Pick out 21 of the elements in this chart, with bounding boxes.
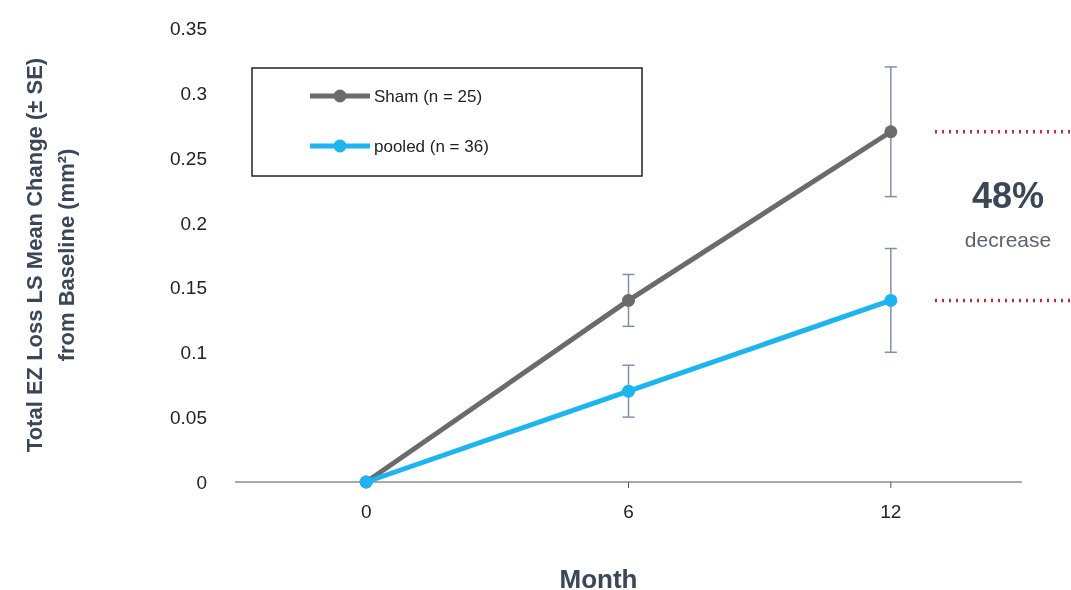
y-tick-label: 0.35	[170, 18, 207, 39]
point	[884, 125, 898, 139]
x-tick-label: 6	[623, 501, 634, 522]
point	[884, 293, 898, 307]
y-tick-label: 0.1	[180, 342, 207, 364]
legend-label: Sham (n = 25)	[374, 87, 483, 106]
y-tick-label: 0.05	[170, 407, 207, 429]
y-tick-label: 0.2	[180, 212, 207, 234]
x-axis-title: Month	[559, 564, 638, 590]
y-tick-label: 0.15	[170, 277, 207, 299]
legend-label: pooled (n = 36)	[374, 137, 489, 156]
x-tick-label: 0	[360, 501, 372, 522]
point	[622, 293, 635, 307]
y-tick-label: 0.3	[180, 82, 207, 104]
point	[622, 384, 635, 398]
x-tick-label: 12	[880, 501, 902, 522]
y-tick-label: 0.25	[170, 147, 207, 169]
annotation: 48%	[971, 175, 1045, 216]
annotation: decrease	[964, 228, 1052, 251]
y-tick-label: 0	[196, 472, 207, 493]
y-axis-title: Total EZ Loss LS Mean Change (± SE) from Baseline (mm²)	[22, 57, 79, 453]
